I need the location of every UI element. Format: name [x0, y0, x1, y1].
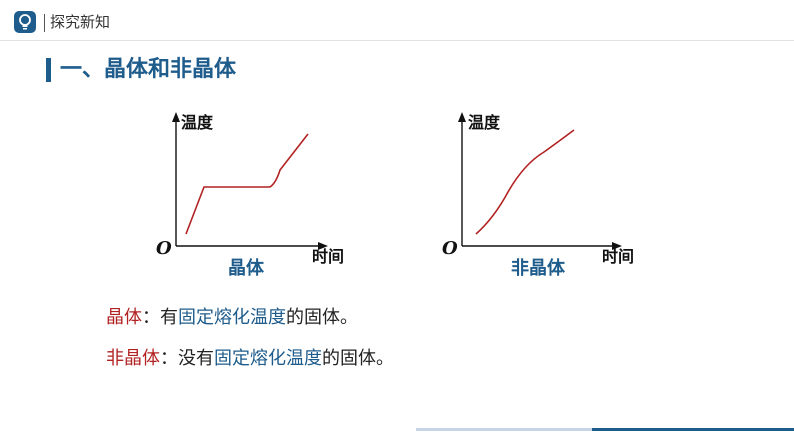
x-axis-label: 时间 [602, 247, 634, 266]
breadcrumb: 探究新知 [50, 13, 111, 31]
definition-term: 非晶体 [106, 348, 160, 369]
amorphous-graph: 温度 时间 O [442, 112, 634, 266]
section-marker [46, 58, 51, 82]
crystal-graph: 温度 时间 O [156, 112, 344, 266]
definition-colon: ： [142, 307, 160, 328]
section-title: 一、晶体和非晶体 [60, 57, 237, 82]
definition-colon: ： [160, 348, 178, 369]
crystal-melting-curve [185, 133, 309, 235]
header-rule [0, 40, 794, 41]
origin-label: O [156, 238, 172, 259]
definition-pre: 没有 [178, 348, 214, 369]
x-axis-arrow [318, 242, 328, 250]
crystal-caption: 晶体 [228, 258, 264, 279]
crystal-definition: 晶体：有固定熔化温度的固体。 [106, 305, 358, 331]
footer-accent-light [416, 428, 592, 431]
definition-term: 晶体 [106, 307, 142, 328]
y-axis-arrow [458, 112, 466, 122]
y-axis-label: 温度 [180, 113, 214, 132]
definition-pre: 有 [160, 307, 178, 328]
definition-post: 的固体。 [286, 307, 358, 328]
footer-accent-dark [592, 428, 794, 431]
amorphous-caption: 非晶体 [511, 258, 565, 279]
definition-highlight: 固定熔化温度 [178, 307, 286, 328]
lightbulb-icon [14, 11, 36, 33]
y-axis-arrow [172, 112, 180, 122]
x-axis-arrow [612, 242, 622, 250]
top-bar: 探究新知 [0, 0, 794, 44]
definition-highlight: 固定熔化温度 [214, 348, 322, 369]
amorphous-definition: 非晶体：没有固定熔化温度的固体。 [106, 346, 394, 372]
breadcrumb-divider [44, 14, 45, 32]
amorphous-melting-curve [475, 129, 575, 235]
origin-label: O [442, 238, 458, 259]
y-axis-label: 温度 [467, 113, 501, 132]
x-axis-label: 时间 [312, 247, 344, 266]
definition-post: 的固体。 [322, 348, 394, 369]
